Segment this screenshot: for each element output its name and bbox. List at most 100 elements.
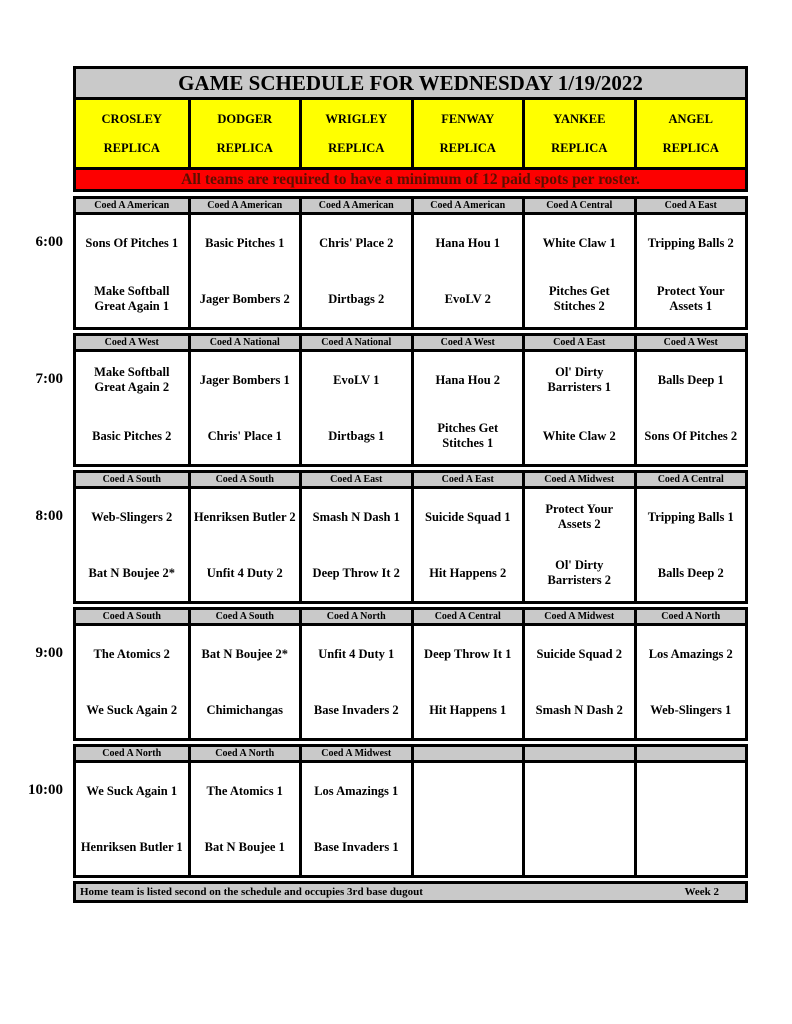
team1-name: Hana Hou 1 bbox=[435, 235, 501, 250]
team2-name: Pitches Get Stitches 2 bbox=[548, 284, 610, 313]
team2-name: Protect Your Assets 1 bbox=[656, 284, 725, 313]
stadium-replica-label: REPLICA bbox=[103, 140, 160, 155]
schedule-sheet: GAME SCHEDULE FOR WEDNESDAY 1/19/2022 CR… bbox=[28, 66, 748, 903]
games-grid: Coed A American Sons Of Pitches 1 Make S… bbox=[73, 196, 748, 330]
game-cell: Coed A North Unfit 4 Duty 1 Base Invader… bbox=[299, 610, 411, 738]
division-label: Coed A South bbox=[76, 473, 188, 489]
game-cell-empty bbox=[522, 747, 634, 875]
division-label: Coed A Central bbox=[636, 473, 745, 489]
team2-name: Bat N Boujee 1 bbox=[204, 839, 285, 854]
game-cell: Coed A National Jager Bombers 1 Chris' P… bbox=[187, 336, 299, 464]
division-label: Coed A American bbox=[190, 199, 299, 215]
team1-name: Protect Your Assets 2 bbox=[545, 502, 614, 531]
stadium-replica-label: REPLICA bbox=[662, 140, 719, 155]
game-cell: Coed A West Make Softball Great Again 2 … bbox=[76, 336, 188, 464]
stadium-name: WRIGLEY bbox=[325, 111, 388, 126]
division-label: Coed A South bbox=[76, 610, 188, 626]
game-cell: Coed A East Ol' Dirty Barristers 1 White… bbox=[522, 336, 634, 464]
team1-name: Chris' Place 2 bbox=[319, 235, 394, 250]
time-label: 9:00 bbox=[35, 645, 64, 661]
games-grid: Coed A West Make Softball Great Again 2 … bbox=[73, 333, 748, 467]
team2-name: Bat N Boujee 2* bbox=[88, 565, 175, 580]
game-cell-empty bbox=[410, 747, 523, 875]
stadium-replica-label: REPLICA bbox=[216, 140, 273, 155]
team1-name: Web-Slingers 2 bbox=[91, 509, 173, 524]
team2-name: Hit Happens 1 bbox=[429, 702, 507, 717]
team1-name: The Atomics 2 bbox=[93, 646, 170, 661]
team2-name: Unfit 4 Duty 2 bbox=[206, 565, 283, 580]
time-label: 10:00 bbox=[28, 782, 63, 798]
game-cell: Coed A East Tripping Balls 2 Protect You… bbox=[633, 199, 745, 327]
team2-name bbox=[414, 819, 523, 875]
team1-name bbox=[525, 763, 634, 819]
team1-name: Los Amazings 1 bbox=[314, 783, 399, 798]
hour-row-700: 7:00 Coed A West Make Softball Great Aga… bbox=[36, 333, 748, 467]
games-grid: Coed A North We Suck Again 1 Henriksen B… bbox=[73, 744, 748, 878]
team2-name: Pitches Get Stitches 1 bbox=[437, 421, 499, 450]
division-label: Coed A Central bbox=[413, 610, 522, 626]
team2-name: Hit Happens 2 bbox=[429, 565, 507, 580]
games-grid: Coed A South The Atomics 2 We Suck Again… bbox=[73, 607, 748, 741]
team2-name: Chimichangas bbox=[206, 702, 283, 717]
team1-name: Suicide Squad 1 bbox=[425, 509, 511, 524]
game-cell: Coed A Central White Claw 1 Pitches Get … bbox=[522, 199, 634, 327]
stadium-header-crosley: CROSLEY REPLICA bbox=[76, 100, 188, 167]
hour-row-1000: 10:00 Coed A North We Suck Again 1 Henri… bbox=[28, 744, 748, 878]
team2-name bbox=[637, 819, 746, 875]
footer-bar: Home team is listed second on the schedu… bbox=[73, 881, 748, 903]
division-label: Coed A Midwest bbox=[302, 747, 411, 763]
game-cell: Coed A Central Tripping Balls 1 Balls De… bbox=[633, 473, 745, 601]
team2-name: EvoLV 2 bbox=[444, 291, 491, 306]
team1-name: Bat N Boujee 2* bbox=[201, 646, 288, 661]
game-cell: Coed A Central Deep Throw It 1 Hit Happe… bbox=[410, 610, 522, 738]
stadium-header-yankee: YANKEE REPLICA bbox=[522, 100, 634, 167]
team2-name: Dirtbags 2 bbox=[328, 291, 385, 306]
team2-name bbox=[525, 819, 634, 875]
team1-name: Suicide Squad 2 bbox=[536, 646, 622, 661]
game-cell: Coed A American Chris' Place 2 Dirtbags … bbox=[299, 199, 411, 327]
team1-name: Los Amazings 2 bbox=[648, 646, 733, 661]
stadium-name: CROSLEY bbox=[101, 111, 162, 126]
team1-name: Ol' Dirty Barristers 1 bbox=[547, 365, 612, 394]
game-cell: Coed A West Balls Deep 1 Sons Of Pitches… bbox=[633, 336, 745, 464]
team1-name: Hana Hou 2 bbox=[435, 372, 501, 387]
game-cell: Coed A American Basic Pitches 1 Jager Bo… bbox=[187, 199, 299, 327]
page-title: GAME SCHEDULE FOR WEDNESDAY 1/19/2022 bbox=[73, 66, 748, 100]
division-label: Coed A Midwest bbox=[525, 473, 634, 489]
team2-name: We Suck Again 2 bbox=[86, 702, 178, 717]
games-grid: Coed A South Web-Slingers 2 Bat N Boujee… bbox=[73, 470, 748, 604]
stadium-name: YANKEE bbox=[553, 111, 606, 126]
game-cell: Coed A East Suicide Squad 1 Hit Happens … bbox=[410, 473, 522, 601]
division-label: Coed A Midwest bbox=[525, 610, 634, 626]
team1-name bbox=[414, 763, 523, 819]
game-cell: Coed A Midwest Suicide Squad 2 Smash N D… bbox=[522, 610, 634, 738]
team1-name: Tripping Balls 2 bbox=[647, 235, 734, 250]
game-cell: Coed A National EvoLV 1 Dirtbags 1 bbox=[299, 336, 411, 464]
team2-name: Deep Throw It 2 bbox=[312, 565, 400, 580]
team2-name: Web-Slingers 1 bbox=[650, 702, 732, 717]
division-label: Coed A North bbox=[190, 747, 299, 763]
game-cell: Coed A East Smash N Dash 1 Deep Throw It… bbox=[299, 473, 411, 601]
team2-name: Smash N Dash 2 bbox=[535, 702, 623, 717]
team1-name: Deep Throw It 1 bbox=[424, 646, 512, 661]
stadium-header-wrigley: WRIGLEY REPLICA bbox=[299, 100, 411, 167]
team2-name: Ol' Dirty Barristers 2 bbox=[547, 558, 612, 587]
division-label: Coed A American bbox=[302, 199, 411, 215]
week-label: Week 2 bbox=[684, 886, 719, 898]
team2-name: Henriksen Butler 1 bbox=[80, 839, 183, 854]
division-label: Coed A East bbox=[413, 473, 522, 489]
time-label: 8:00 bbox=[35, 508, 64, 524]
stadium-header-row: CROSLEY REPLICA DODGER REPLICA WRIGLEY R… bbox=[73, 97, 748, 170]
game-cell: Coed A South Web-Slingers 2 Bat N Boujee… bbox=[76, 473, 188, 601]
game-cell: Coed A South The Atomics 2 We Suck Again… bbox=[76, 610, 188, 738]
game-cell: Coed A North We Suck Again 1 Henriksen B… bbox=[76, 747, 188, 875]
stadium-replica-label: REPLICA bbox=[439, 140, 496, 155]
stadium-header-fenway: FENWAY REPLICA bbox=[410, 100, 522, 167]
division-label bbox=[636, 747, 745, 763]
division-label: Coed A North bbox=[636, 610, 745, 626]
team1-name: The Atomics 1 bbox=[206, 783, 283, 798]
game-cell: Coed A North Los Amazings 2 Web-Slingers… bbox=[633, 610, 745, 738]
team2-name: Make Softball Great Again 1 bbox=[94, 284, 170, 313]
division-label bbox=[525, 747, 634, 763]
